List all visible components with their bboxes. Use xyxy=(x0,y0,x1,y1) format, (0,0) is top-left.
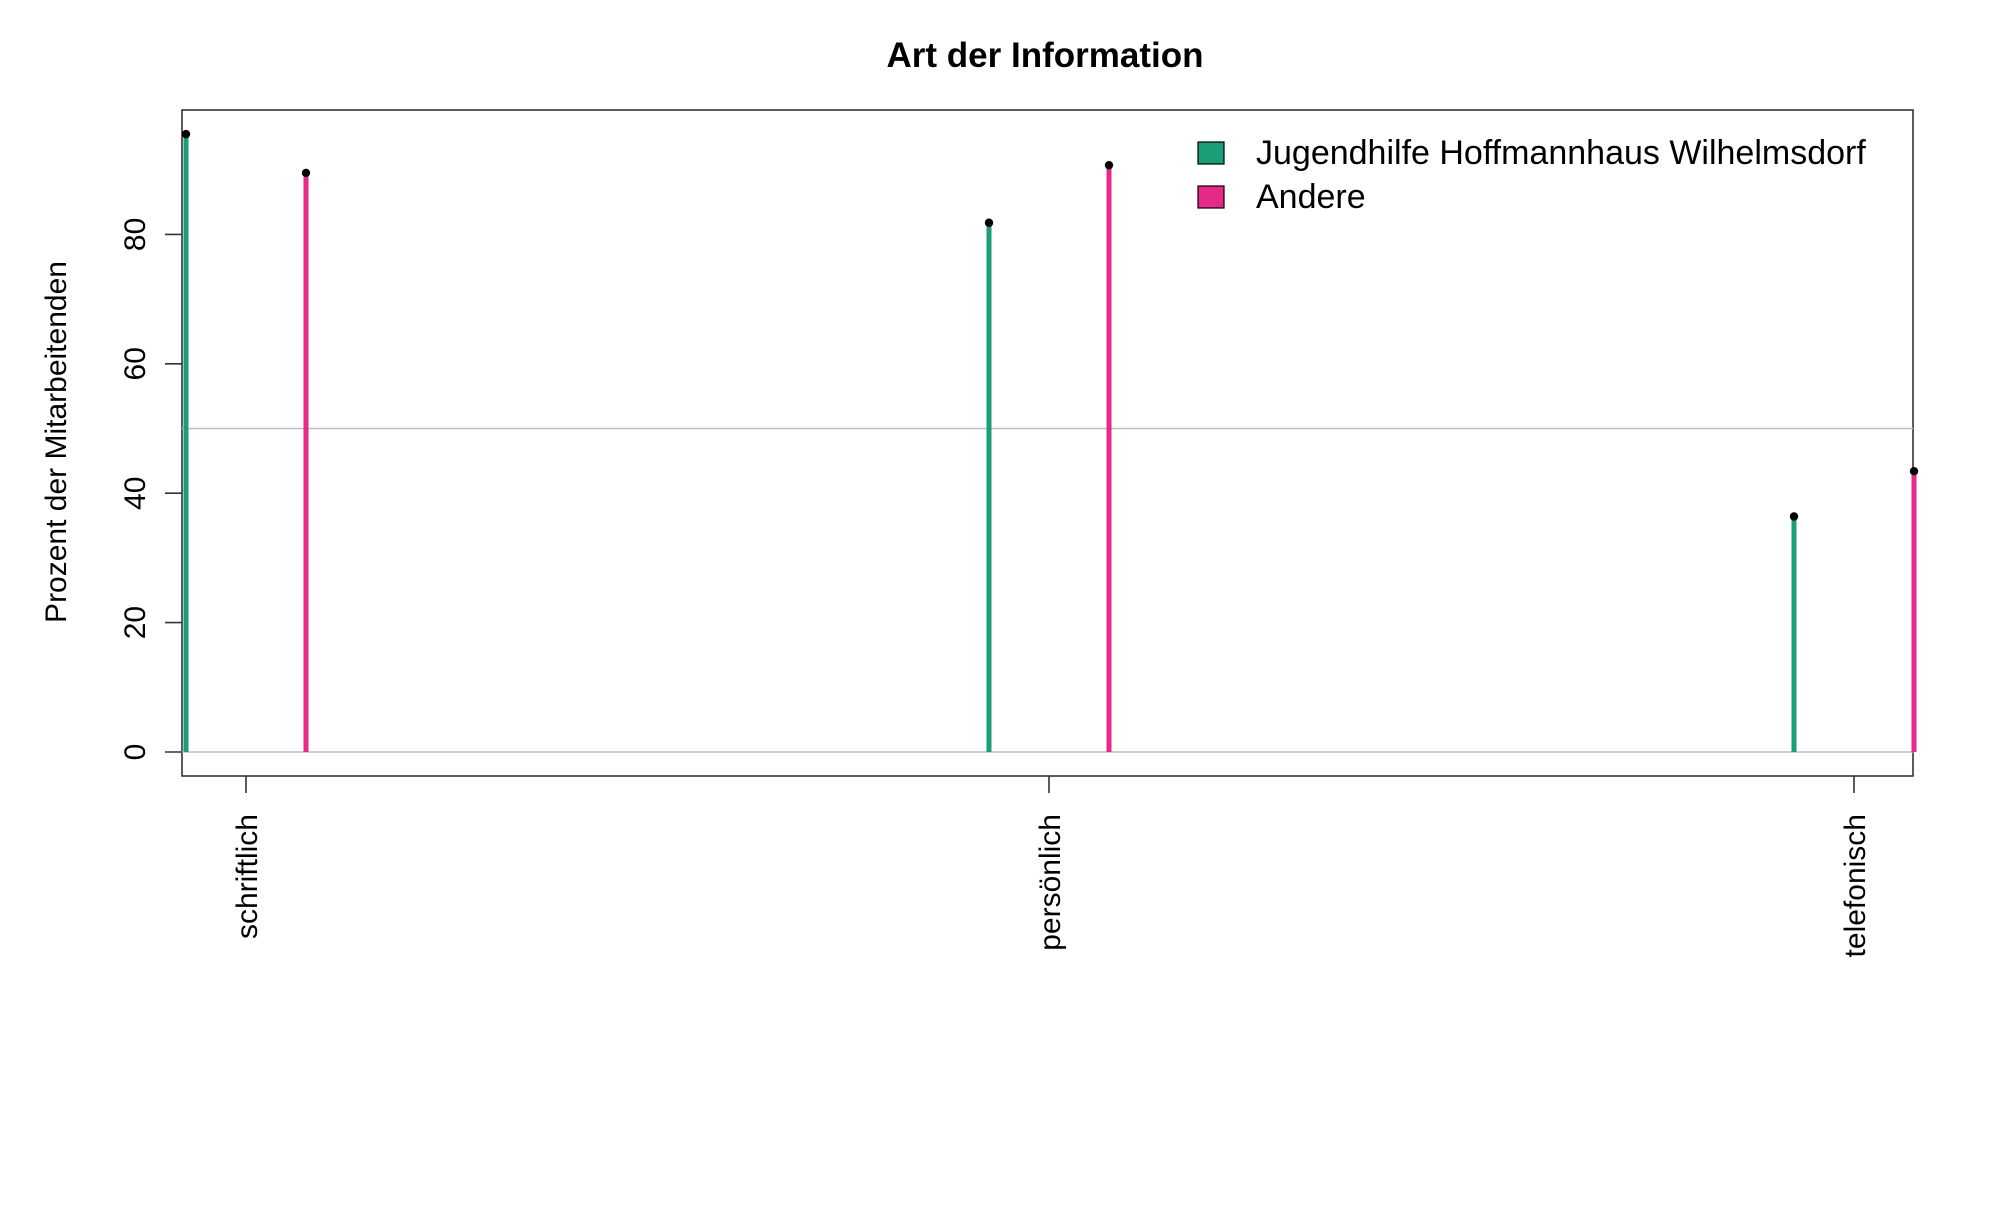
plot-area: 0 20 40 60 80 schriftlich persönlich telefonisc… xyxy=(119,109,1919,957)
y-tick-label: 80 xyxy=(119,218,152,251)
y-tick-label: 40 xyxy=(119,477,152,510)
chart-title: Art der Information xyxy=(887,36,1204,75)
lollipop-point xyxy=(1789,512,1799,521)
legend-swatch xyxy=(1197,185,1225,209)
y-tick-label: 0 xyxy=(119,744,152,761)
lollipop-point xyxy=(1909,467,1919,476)
y-axis-label: Prozent der Mitarbeitenden xyxy=(40,261,73,623)
lollipop-point xyxy=(984,218,994,227)
lollipop-point xyxy=(1104,160,1114,170)
x-tick-label: persönlich xyxy=(1034,814,1067,951)
legend-label: Andere xyxy=(1256,178,1366,216)
lollipop-point xyxy=(181,129,191,139)
lollipop-point xyxy=(301,168,311,178)
x-tick-label: schriftlich xyxy=(231,814,264,939)
legend-label: Jugendhilfe Hoffmannhaus Wilhelmsdorf xyxy=(1256,134,1866,172)
y-tick-label: 20 xyxy=(119,606,152,639)
plot-frame xyxy=(181,109,1914,777)
legend-swatch xyxy=(1197,141,1225,165)
legend: Jugendhilfe Hoffmannhaus Wilhelmsdorf And… xyxy=(1197,134,1866,216)
x-tick-label: telefonisch xyxy=(1839,814,1872,957)
y-tick-label: 60 xyxy=(119,347,152,380)
